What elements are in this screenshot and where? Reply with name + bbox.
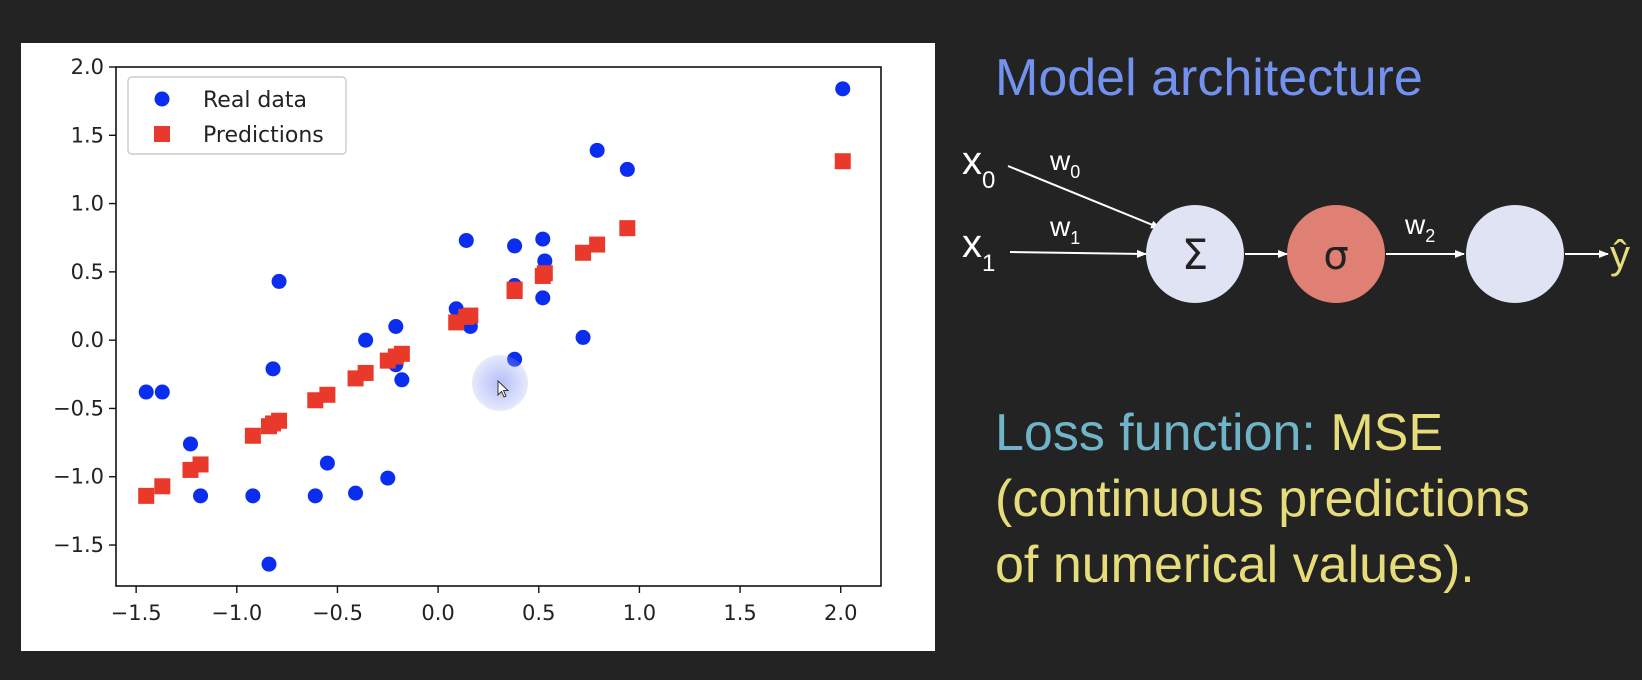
prediction-point	[138, 487, 155, 504]
real-data-point	[271, 273, 287, 289]
loss-label: Loss function:	[995, 404, 1316, 462]
real-data-point	[319, 455, 335, 471]
real-data-point	[265, 361, 281, 377]
input-x1-label: x1	[962, 222, 995, 277]
weight-w0-label: w0	[1049, 145, 1080, 182]
real-data-point	[835, 81, 851, 97]
y-tick-label: 2.0	[71, 55, 104, 79]
loss-function-text: Loss function: MSE (continuous predictio…	[995, 400, 1625, 598]
prediction-point	[575, 244, 592, 261]
weight-w2-label: w2	[1404, 209, 1435, 246]
activation-symbol: σ	[1323, 233, 1348, 279]
real-data-point	[307, 488, 323, 504]
y-tick-label: −1.5	[53, 533, 104, 557]
edge-x1-sum	[1009, 249, 1147, 258]
legend-marker-real-data	[154, 91, 170, 107]
prediction-point	[357, 364, 374, 381]
real-data-point	[380, 470, 396, 486]
weight-w1-label: w1	[1049, 211, 1080, 248]
prediction-point	[271, 412, 288, 429]
scatter-chart: −1.5 −1.0 −0.5 0.0 0.5 1.0 1.5 2.0 2.0 1.5 1.0 0.5 0…	[21, 43, 935, 651]
prediction-point	[589, 236, 606, 253]
output-yhat-label: ŷ	[1610, 233, 1630, 277]
loss-desc-line-2: of numerical values).	[995, 536, 1475, 594]
prediction-point	[393, 345, 410, 362]
real-data-point	[535, 290, 551, 306]
loss-desc-line-1: (continuous predictions	[995, 470, 1530, 528]
y-tick-label: −0.5	[53, 396, 104, 420]
real-data-point	[193, 488, 209, 504]
x-tick-label: 0.0	[421, 601, 454, 625]
real-data-point	[348, 485, 364, 501]
legend-label: Real data	[203, 88, 307, 113]
legend-label: Predictions	[203, 123, 324, 148]
prediction-point	[462, 307, 479, 324]
real-data-point	[507, 238, 523, 254]
real-data-point	[394, 372, 410, 388]
prediction-point	[619, 220, 636, 237]
real-data-point	[535, 231, 551, 247]
mouse-cursor-icon	[497, 380, 510, 398]
prediction-point	[536, 265, 553, 282]
plot-frame	[115, 66, 882, 587]
loss-value: MSE	[1330, 404, 1444, 462]
chart-svg: −1.5 −1.0 −0.5 0.0 0.5 1.0 1.5 2.0 2.0 1.5 1.0 0.5 0…	[53, 55, 882, 625]
x-tick-label: −1.0	[211, 601, 262, 625]
y-tick-label: 0.0	[71, 328, 104, 352]
real-data-point	[261, 556, 277, 572]
x-tick-label: 2.0	[824, 601, 857, 625]
prediction-point	[307, 392, 324, 409]
x-tick-label: −1.5	[111, 601, 162, 625]
neuron-diagram: x0 w0 x1 w1 Σ σ w2 ŷ	[962, 139, 1630, 303]
legend-marker-predictions	[154, 126, 170, 142]
real-data-point	[358, 332, 374, 348]
real-data-point	[537, 253, 553, 269]
real-data-point	[138, 384, 154, 400]
y-tick-label: 1.0	[71, 192, 104, 216]
prediction-point	[319, 386, 336, 403]
real-data-point	[619, 161, 635, 177]
y-tick-label: 0.5	[71, 260, 104, 284]
edge-x0-sum	[1007, 165, 1161, 229]
x-tick-label: 1.5	[723, 601, 756, 625]
model-architecture-title: Model architecture	[995, 49, 1423, 107]
real-data-point	[388, 319, 404, 334]
activation-node	[1287, 205, 1385, 303]
x-tick-label: 0.5	[522, 601, 555, 625]
prediction-point	[154, 478, 171, 495]
output-node	[1466, 205, 1564, 303]
x-tick-label: −0.5	[312, 601, 363, 625]
real-data-point	[154, 384, 170, 400]
prediction-point	[834, 153, 851, 170]
real-data-point	[182, 436, 198, 452]
real-data-point	[589, 142, 605, 158]
prediction-point	[192, 456, 209, 473]
x-tick-label: 1.0	[623, 601, 656, 625]
legend-box	[127, 76, 347, 155]
loss-line-1: Loss function: MSE	[995, 400, 1625, 466]
prediction-point	[506, 281, 523, 298]
input-x0-label: x0	[962, 139, 995, 194]
y-tick-label: −1.0	[53, 465, 104, 489]
real-data-point	[575, 329, 591, 345]
y-tick-label: 1.5	[71, 123, 104, 147]
sum-symbol: Σ	[1182, 230, 1209, 279]
prediction-point	[244, 427, 261, 444]
real-data-point	[245, 488, 261, 504]
real-data-point	[458, 232, 474, 248]
sum-node	[1146, 205, 1244, 303]
